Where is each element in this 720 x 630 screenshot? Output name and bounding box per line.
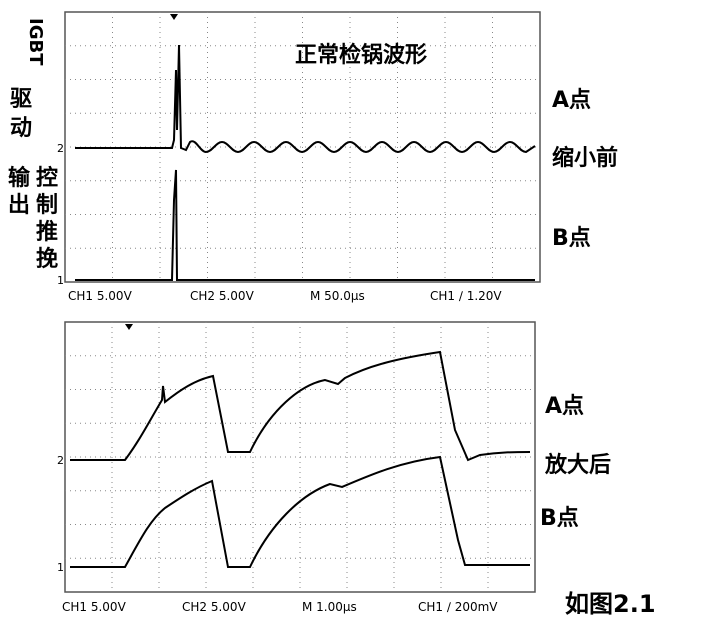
right-label: B点 bbox=[540, 505, 579, 531]
right-label: 缩小前 bbox=[552, 145, 618, 171]
side-label: IGBT bbox=[25, 18, 46, 66]
status-text: CH1 ∕ 1.20V bbox=[430, 289, 502, 303]
side-label: 出 bbox=[8, 193, 30, 218]
channel-marker: 2 bbox=[57, 454, 64, 467]
side-label: 驱 bbox=[10, 87, 32, 112]
waveform-b bbox=[75, 169, 535, 281]
scope-grid bbox=[65, 322, 535, 592]
channel-marker: 2 bbox=[57, 142, 64, 155]
side-label: 控 bbox=[36, 165, 58, 191]
channel-marker: 1 bbox=[57, 274, 64, 287]
status-text: CH2 5.00V bbox=[190, 289, 255, 303]
right-label: A点 bbox=[552, 87, 591, 113]
status-text: M 50.0µs bbox=[310, 289, 365, 303]
status-text: M 1.00µs bbox=[302, 600, 357, 614]
side-label: 挽 bbox=[36, 247, 58, 272]
status-text: CH2 5.00V bbox=[182, 600, 247, 614]
right-label: B点 bbox=[552, 225, 591, 251]
side-label: 动 bbox=[10, 116, 32, 141]
top-scope: 2 1 正常检锅波形 IGBT 驱 动 输 出 控 制 推 挽 A点 缩小前 B… bbox=[8, 11, 618, 303]
waveform-a bbox=[75, 44, 536, 154]
side-label: 制 bbox=[36, 193, 58, 218]
waveform-b bbox=[70, 455, 530, 568]
right-label: 放大后 bbox=[544, 452, 611, 478]
status-text: CH1 5.00V bbox=[62, 600, 127, 614]
side-label: 输 bbox=[8, 165, 31, 191]
right-label: A点 bbox=[545, 393, 584, 419]
status-text: CH1 5.00V bbox=[68, 289, 133, 303]
caption: 如图2.1 bbox=[565, 590, 656, 618]
status-text: CH1 ∕ 200mV bbox=[418, 600, 498, 614]
channel-marker: 1 bbox=[57, 561, 64, 574]
side-label: 推 bbox=[36, 220, 58, 245]
bottom-scope: 2 1 A点 放大后 B点 CH1 5.00V CH2 5.00V M 1.00… bbox=[57, 321, 611, 614]
trigger-marker bbox=[125, 324, 133, 330]
waveform-a bbox=[70, 350, 531, 462]
scope-grid bbox=[65, 12, 540, 282]
scope-title: 正常检锅波形 bbox=[295, 42, 427, 68]
trigger-marker bbox=[170, 14, 178, 20]
